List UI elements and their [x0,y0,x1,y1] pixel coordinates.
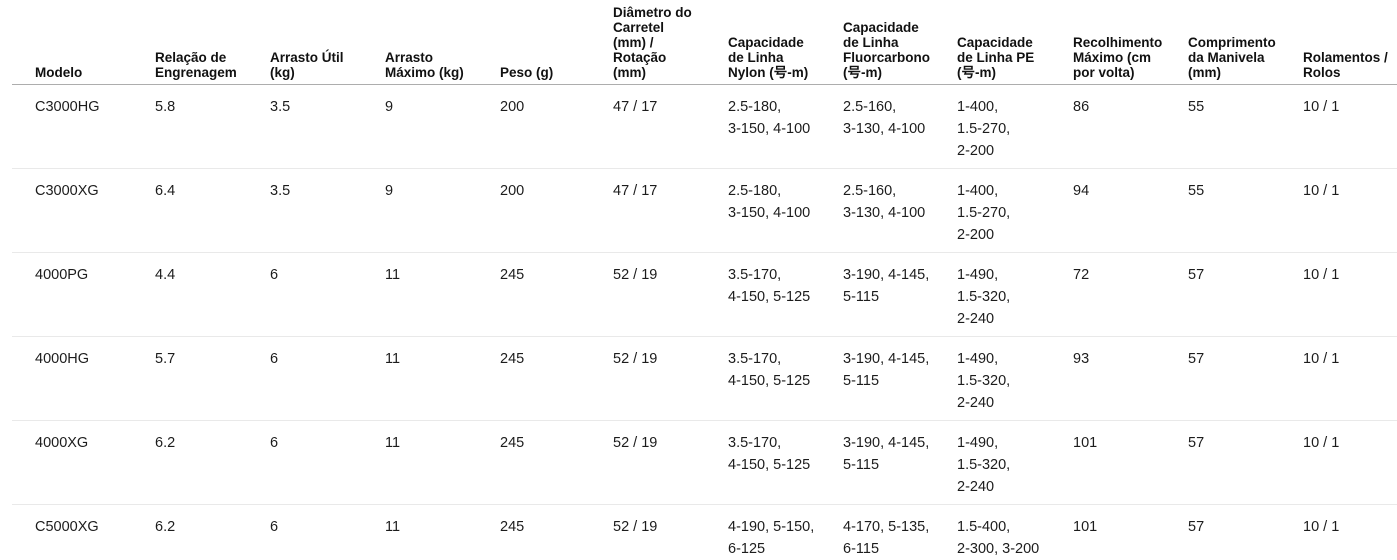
table-row: C3000HG 5.8 3.5 9 200 47 / 17 2.5-180, 3-150, … [12,84,1397,169]
table-cell: 245 [500,519,525,535]
column-header-1: Relação de Engrenagem [155,0,270,85]
table-cell: 52 / 19 [613,519,658,535]
table-row: 4000XG 6.2 6 11 245 52 / 19 3.5-170, 4-150, 5-… [12,420,1397,505]
table-cell: 10 / 1 [1303,252,1397,337]
table-cell: 245 [500,252,613,337]
table-cell: 57 [1188,420,1303,505]
column-header-3: Arrasto Máximo (kg) [385,0,500,85]
table-cell: 1-400, 1.5-270, 2-200 [957,168,1073,253]
table-cell: 6.4 [155,168,270,253]
table-cell: 1-490, 1.5-320, 2-240 [957,336,1073,421]
table-cell: 101 [1073,420,1188,505]
table-row: 4000PG 4.4 6 11 245 52 / 19 3.5-170, 4-150, 5-… [12,252,1397,337]
table-cell: 57 [1188,252,1303,337]
table-cell: 6 [270,252,385,337]
table-cell: 2.5-180, 3-150, 4-100 [728,84,843,169]
model-cell: C5000XG [35,519,99,535]
column-header-4: Peso (g) [500,0,613,85]
table-cell: 52 / 19 [613,336,728,421]
model-cell: 4000XG [12,420,155,505]
table-cell: 10 / 1 [1303,519,1340,535]
column-header-7: Capacidade de Linha Fluorcarbono (号-m) [843,0,957,85]
table-cell: 94 [1073,168,1188,253]
table-cell: 4-170, 5-135, 6-115 [843,519,930,557]
table-cell: 6 [270,420,385,505]
table-cell: 245 [500,420,613,505]
table-cell: 72 [1073,252,1188,337]
table-cell: 1-490, 1.5-320, 2-240 [957,420,1073,505]
table-cell: 5.8 [155,84,270,169]
table-cell: 1.5-400, 2-300, 3-200 [957,519,1040,557]
table-cell: 55 [1188,168,1303,253]
table-cell: 10 / 1 [1303,336,1397,421]
table-cell: 3.5-170, 4-150, 5-125 [728,252,843,337]
table-cell: 11 [385,336,500,421]
table-cell: 3.5-170, 4-150, 5-125 [728,336,843,421]
table-cell: 93 [1073,336,1188,421]
column-header-6: Capacidade de Linha Nylon (号-m) [728,0,843,85]
model-cell: C3000XG [12,168,155,253]
table-cell: 1-400, 1.5-270, 2-200 [957,84,1073,169]
table-cell: 4.4 [155,252,270,337]
table-cell: 57 [1188,336,1303,421]
table-cell: 3-190, 4-145, 5-115 [843,420,957,505]
table-cell: 3.5-170, 4-150, 5-125 [728,420,843,505]
table-cell: 3.5 [270,84,385,169]
table-row: C3000XG 6.4 3.5 9 200 47 / 17 2.5-180, 3-150, … [12,168,1397,253]
table-cell: 200 [500,168,613,253]
table-cell: 86 [1073,84,1188,169]
table-cell: 57 [1188,519,1205,535]
table-cell: 9 [385,168,500,253]
reel-spec-table: Modelo Relação de Engrenagem Arrasto Útil … [12,0,1397,560]
table-cell: 245 [500,336,613,421]
column-header-11: Rolamentos / Rolos [1303,0,1397,85]
column-header-2: Arrasto Útil (kg) [270,0,385,85]
table-cell: 3.5 [270,168,385,253]
table-cell: 11 [385,420,500,505]
model-cell: 4000PG [12,252,155,337]
table-cell: 47 / 17 [613,168,728,253]
table-cell: 5.7 [155,336,270,421]
header-row: Modelo Relação de Engrenagem Arrasto Útil … [12,0,1397,85]
table-cell: 101 [1073,519,1098,535]
column-header-8: Capacidade de Linha PE (号-m) [957,0,1073,85]
model-cell: C3000HG [12,84,155,169]
table-cell: 52 / 19 [613,420,728,505]
column-header-9: Recolhimento Máximo (cm por volta) [1073,0,1188,85]
table-cell: 1-490, 1.5-320, 2-240 [957,252,1073,337]
column-header-10: Comprimento da Manivela (mm) [1188,0,1303,85]
table-cell: 6.2 [155,420,270,505]
table-cell: 200 [500,84,613,169]
column-header-0: Modelo [12,0,155,85]
table-cell: 3-190, 4-145, 5-115 [843,252,957,337]
table-cell: 11 [385,519,401,535]
table-row: 4000HG 5.7 6 11 245 52 / 19 3.5-170, 4-150, 5-… [12,336,1397,421]
table-cell: 55 [1188,84,1303,169]
table-cell: 6 [270,336,385,421]
table-cell: 2.5-160, 3-130, 4-100 [843,84,957,169]
table-cell: 47 / 17 [613,84,728,169]
table-cell: 2.5-160, 3-130, 4-100 [843,168,957,253]
table-cell: 2.5-180, 3-150, 4-100 [728,168,843,253]
table-cell: 3-190, 4-145, 5-115 [843,336,957,421]
table-cell: 11 [385,252,500,337]
column-header-5: Diâmetro do Carretel (mm) / Rotação (mm) [613,0,728,85]
table-cell: 52 / 19 [613,252,728,337]
table-cell: 9 [385,84,500,169]
table-row: C5000XG 6.2 6 11 245 52 / 19 4-190, 5-150, 6-1… [12,505,1397,560]
table-cell: 10 / 1 [1303,420,1397,505]
table-cell: 10 / 1 [1303,84,1397,169]
table-body: C3000HG 5.8 3.5 9 200 47 / 17 2.5-180, 3-150, … [12,84,1397,560]
table-cell: 10 / 1 [1303,168,1397,253]
model-cell: 4000HG [12,336,155,421]
table-cell: 4-190, 5-150, 6-125 [728,519,815,557]
table-cell: 6 [270,519,279,535]
table-cell: 6.2 [155,519,176,535]
